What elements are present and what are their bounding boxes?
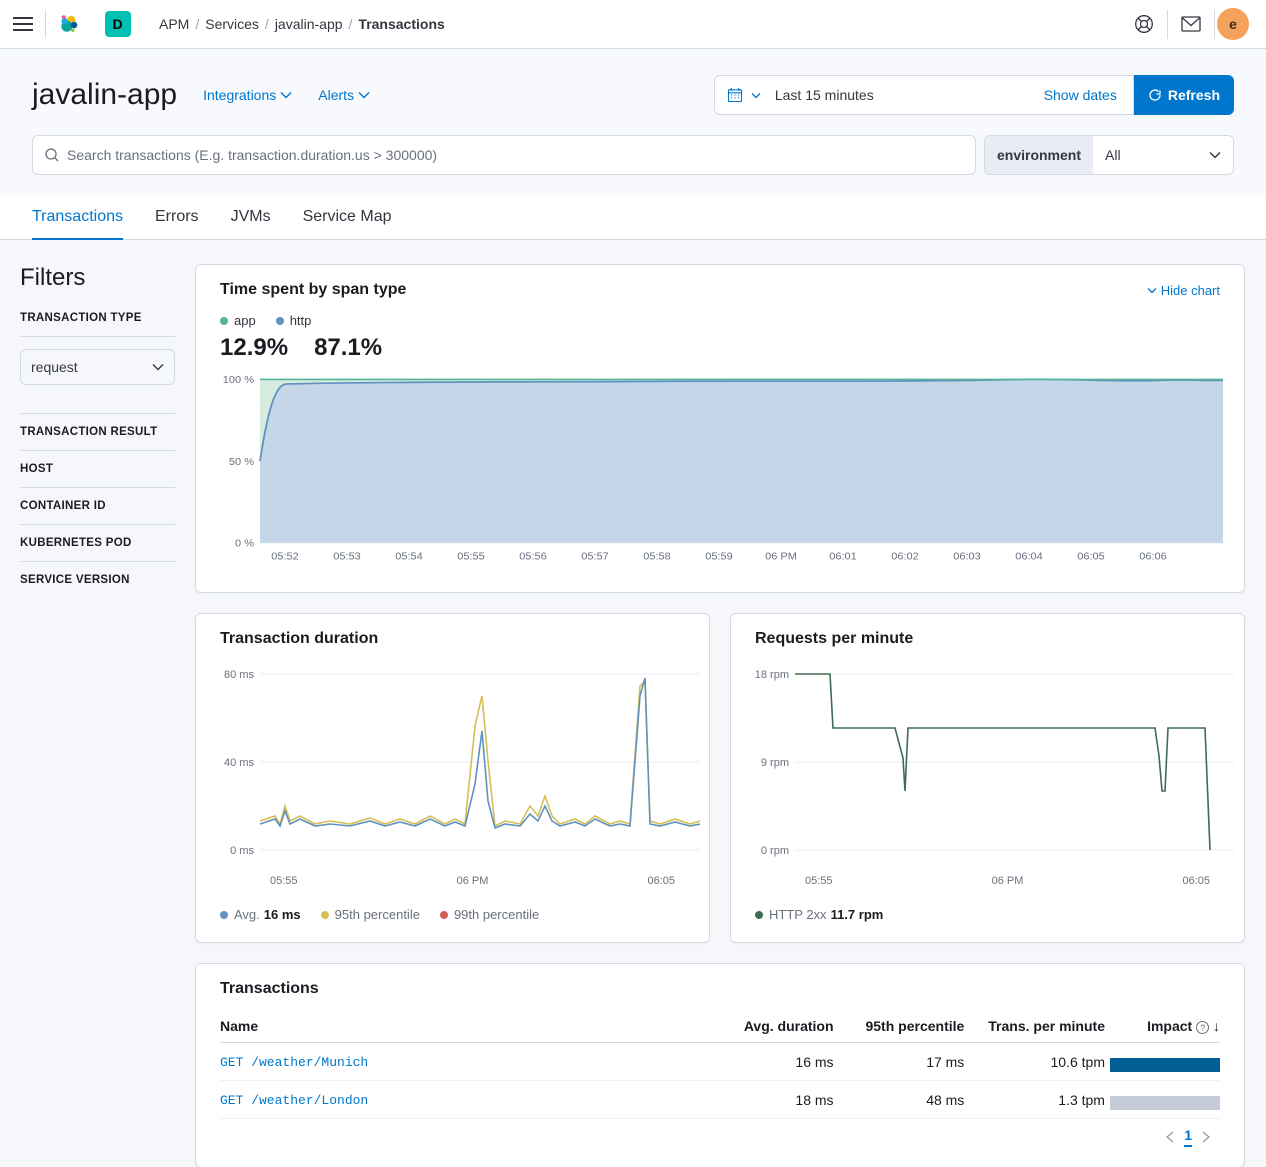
svg-text:06:05: 06:05 [1077, 551, 1105, 563]
svg-text:06:04: 06:04 [1015, 551, 1043, 563]
svg-text:50 %: 50 % [229, 456, 255, 468]
svg-text:0 rpm: 0 rpm [761, 845, 789, 857]
svg-text:0 %: 0 % [235, 538, 255, 550]
svg-text:06:01: 06:01 [829, 551, 857, 563]
svg-text:05:52: 05:52 [271, 551, 299, 563]
svg-text:06 PM: 06 PM [765, 551, 797, 563]
svg-text:05:59: 05:59 [705, 551, 733, 563]
svg-text:9 rpm: 9 rpm [761, 757, 789, 769]
svg-text:05:56: 05:56 [519, 551, 547, 563]
svg-text:05:53: 05:53 [333, 551, 361, 563]
svg-text:0 ms: 0 ms [230, 845, 254, 857]
svg-text:06:06: 06:06 [1139, 551, 1167, 563]
svg-text:05:58: 05:58 [643, 551, 671, 563]
svg-text:05:55: 05:55 [457, 551, 485, 563]
svg-text:80 ms: 80 ms [224, 669, 254, 681]
svg-text:05:57: 05:57 [581, 551, 609, 563]
svg-text:40 ms: 40 ms [224, 757, 254, 769]
svg-text:100 %: 100 % [223, 374, 255, 386]
svg-text:06:03: 06:03 [953, 551, 981, 563]
svg-text:18 rpm: 18 rpm [755, 669, 789, 681]
svg-text:05:54: 05:54 [395, 551, 423, 563]
svg-text:06:02: 06:02 [891, 551, 919, 563]
